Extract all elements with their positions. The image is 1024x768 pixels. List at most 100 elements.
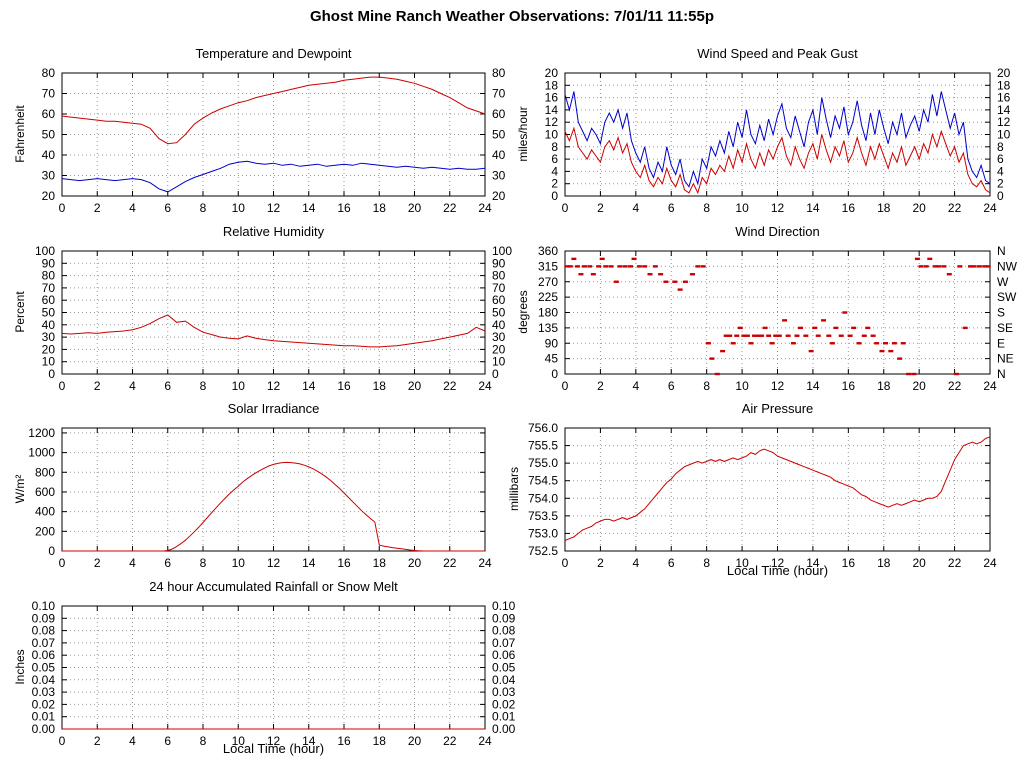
svg-text:2: 2	[94, 379, 101, 393]
svg-text:10: 10	[735, 201, 749, 215]
svg-text:14: 14	[806, 379, 820, 393]
svg-text:SE: SE	[997, 321, 1013, 335]
svg-text:14: 14	[302, 379, 316, 393]
svg-text:20: 20	[912, 379, 926, 393]
svg-text:10: 10	[735, 379, 749, 393]
svg-text:14: 14	[302, 734, 316, 748]
svg-text:16: 16	[842, 556, 856, 570]
svg-text:22: 22	[948, 201, 962, 215]
svg-text:8: 8	[703, 379, 710, 393]
svg-text:10: 10	[232, 734, 246, 748]
svg-text:2: 2	[94, 201, 101, 215]
svg-text:12: 12	[771, 556, 785, 570]
svg-text:90: 90	[492, 256, 506, 270]
svg-text:20: 20	[408, 556, 422, 570]
svg-text:0: 0	[492, 367, 499, 381]
svg-text:12: 12	[545, 115, 559, 129]
svg-text:0.01: 0.01	[32, 710, 56, 724]
svg-text:0: 0	[48, 367, 55, 381]
svg-text:753.0: 753.0	[528, 526, 558, 540]
svg-text:2: 2	[597, 379, 604, 393]
svg-text:80: 80	[42, 269, 56, 283]
svg-text:50: 50	[492, 306, 506, 320]
svg-text:2: 2	[94, 734, 101, 748]
svg-text:8: 8	[551, 140, 558, 154]
svg-text:18: 18	[373, 379, 387, 393]
pressure-chart: 0 2 4 6 8 10 12 14 16 18 20 22 24752.5753.0753.5754.…	[528, 421, 997, 570]
svg-text:754.5: 754.5	[528, 474, 558, 488]
svg-text:14: 14	[545, 103, 559, 117]
svg-text:4: 4	[632, 556, 639, 570]
chart-title-temperature: Temperature and Dewpoint	[195, 46, 352, 61]
svg-text:18: 18	[373, 556, 387, 570]
svg-text:45: 45	[545, 352, 559, 366]
svg-text:135: 135	[538, 321, 558, 335]
chart-title-humidity: Relative Humidity	[222, 224, 325, 239]
svg-text:30: 30	[42, 169, 56, 183]
svg-text:270: 270	[538, 275, 558, 289]
svg-text:1200: 1200	[28, 426, 55, 440]
svg-text:70: 70	[492, 281, 506, 295]
svg-text:24: 24	[478, 734, 492, 748]
svg-text:8: 8	[200, 556, 207, 570]
svg-text:0.04: 0.04	[32, 673, 56, 687]
svg-text:W: W	[997, 275, 1009, 289]
svg-text:12: 12	[267, 201, 281, 215]
svg-text:4: 4	[632, 201, 639, 215]
svg-text:S: S	[997, 306, 1005, 320]
svg-text:22: 22	[443, 201, 457, 215]
svg-text:24: 24	[983, 379, 997, 393]
svg-text:755.5: 755.5	[528, 439, 558, 453]
svg-text:24: 24	[983, 556, 997, 570]
svg-text:40: 40	[42, 318, 56, 332]
x-axis-label-rainfall: Local Time (hour)	[222, 741, 325, 756]
svg-text:100: 100	[492, 244, 512, 258]
chart-title-pressure: Air Pressure	[741, 401, 814, 416]
svg-text:756.0: 756.0	[528, 421, 558, 435]
svg-text:N: N	[997, 244, 1006, 258]
svg-text:0: 0	[997, 189, 1004, 203]
svg-text:0.08: 0.08	[32, 624, 56, 638]
svg-text:4: 4	[129, 556, 136, 570]
svg-text:0.07: 0.07	[492, 636, 516, 650]
svg-text:22: 22	[443, 556, 457, 570]
svg-text:80: 80	[492, 66, 506, 80]
svg-text:0.03: 0.03	[492, 685, 516, 699]
page-title: Ghost Mine Ranch Weather Observations: 7…	[309, 8, 715, 25]
svg-text:0.02: 0.02	[492, 697, 516, 711]
svg-text:18: 18	[373, 734, 387, 748]
svg-text:0: 0	[551, 367, 558, 381]
svg-text:0: 0	[562, 556, 569, 570]
svg-text:0.02: 0.02	[32, 697, 56, 711]
svg-text:0.09: 0.09	[492, 611, 516, 625]
svg-text:0.06: 0.06	[492, 648, 516, 662]
svg-text:18: 18	[545, 78, 559, 92]
svg-text:70: 70	[492, 87, 506, 101]
svg-text:0.10: 0.10	[492, 599, 516, 613]
svg-text:10: 10	[232, 556, 246, 570]
svg-text:80: 80	[492, 269, 506, 283]
svg-text:70: 70	[42, 281, 56, 295]
svg-text:40: 40	[42, 148, 56, 162]
svg-text:10: 10	[232, 201, 246, 215]
svg-text:20: 20	[408, 379, 422, 393]
svg-text:16: 16	[337, 201, 351, 215]
svg-text:4: 4	[129, 201, 136, 215]
svg-text:50: 50	[42, 128, 56, 142]
svg-text:4: 4	[129, 734, 136, 748]
solar-chart: 0 2 4 6 8 10 12 14 16 18 20 22 240200400600800100012…	[28, 426, 492, 570]
svg-text:0: 0	[59, 201, 66, 215]
svg-text:800: 800	[35, 465, 55, 479]
svg-text:2: 2	[597, 556, 604, 570]
svg-text:0.00: 0.00	[32, 722, 56, 736]
svg-text:8: 8	[200, 379, 207, 393]
svg-text:2: 2	[551, 177, 558, 191]
svg-text:N: N	[997, 367, 1006, 381]
svg-text:225: 225	[538, 290, 558, 304]
svg-text:20: 20	[997, 66, 1011, 80]
svg-text:2: 2	[997, 177, 1004, 191]
svg-text:24: 24	[478, 379, 492, 393]
svg-text:6: 6	[164, 201, 171, 215]
